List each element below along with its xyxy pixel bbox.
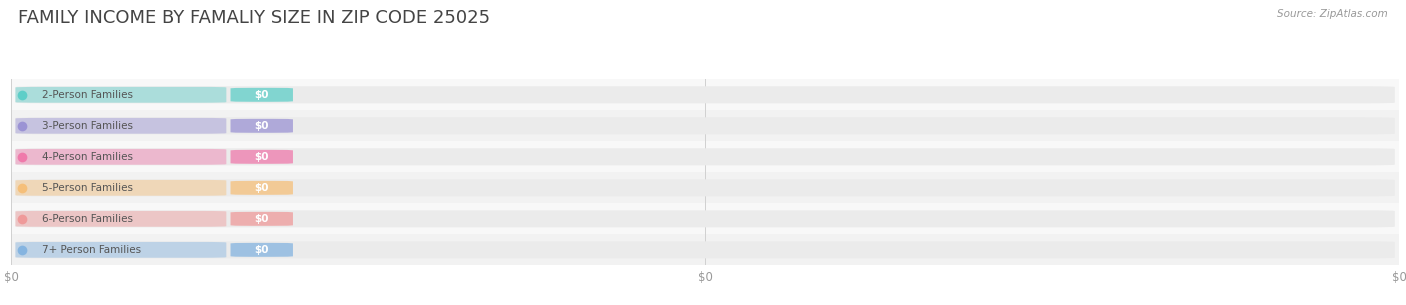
Text: $0: $0 <box>254 90 269 100</box>
Text: $0: $0 <box>254 152 269 162</box>
Text: $0: $0 <box>254 183 269 193</box>
Text: 3-Person Families: 3-Person Families <box>42 121 132 131</box>
Text: 6-Person Families: 6-Person Families <box>42 214 132 224</box>
FancyBboxPatch shape <box>231 243 292 257</box>
FancyBboxPatch shape <box>15 241 1395 258</box>
Bar <box>11 79 1399 110</box>
FancyBboxPatch shape <box>15 149 226 165</box>
Text: 4-Person Families: 4-Person Families <box>42 152 132 162</box>
Text: FAMILY INCOME BY FAMALIY SIZE IN ZIP CODE 25025: FAMILY INCOME BY FAMALIY SIZE IN ZIP COD… <box>18 9 491 27</box>
Text: $0: $0 <box>254 245 269 255</box>
FancyBboxPatch shape <box>15 118 226 134</box>
FancyBboxPatch shape <box>15 179 1395 196</box>
Text: 7+ Person Families: 7+ Person Families <box>42 245 141 255</box>
Text: $0: $0 <box>254 121 269 131</box>
FancyBboxPatch shape <box>15 86 1395 103</box>
Text: 2-Person Families: 2-Person Families <box>42 90 132 100</box>
Bar <box>11 141 1399 172</box>
FancyBboxPatch shape <box>15 211 226 227</box>
FancyBboxPatch shape <box>231 212 292 226</box>
FancyBboxPatch shape <box>15 180 226 196</box>
FancyBboxPatch shape <box>15 87 226 103</box>
Text: 5-Person Families: 5-Person Families <box>42 183 132 193</box>
FancyBboxPatch shape <box>15 148 1395 165</box>
Bar <box>11 203 1399 234</box>
FancyBboxPatch shape <box>231 150 292 164</box>
FancyBboxPatch shape <box>15 210 1395 227</box>
FancyBboxPatch shape <box>231 88 292 102</box>
Text: $0: $0 <box>254 214 269 224</box>
Bar <box>11 172 1399 203</box>
FancyBboxPatch shape <box>231 181 292 195</box>
Text: Source: ZipAtlas.com: Source: ZipAtlas.com <box>1277 9 1388 19</box>
Bar <box>11 110 1399 141</box>
FancyBboxPatch shape <box>15 117 1395 134</box>
FancyBboxPatch shape <box>231 119 292 133</box>
Bar <box>11 234 1399 265</box>
FancyBboxPatch shape <box>15 242 226 258</box>
